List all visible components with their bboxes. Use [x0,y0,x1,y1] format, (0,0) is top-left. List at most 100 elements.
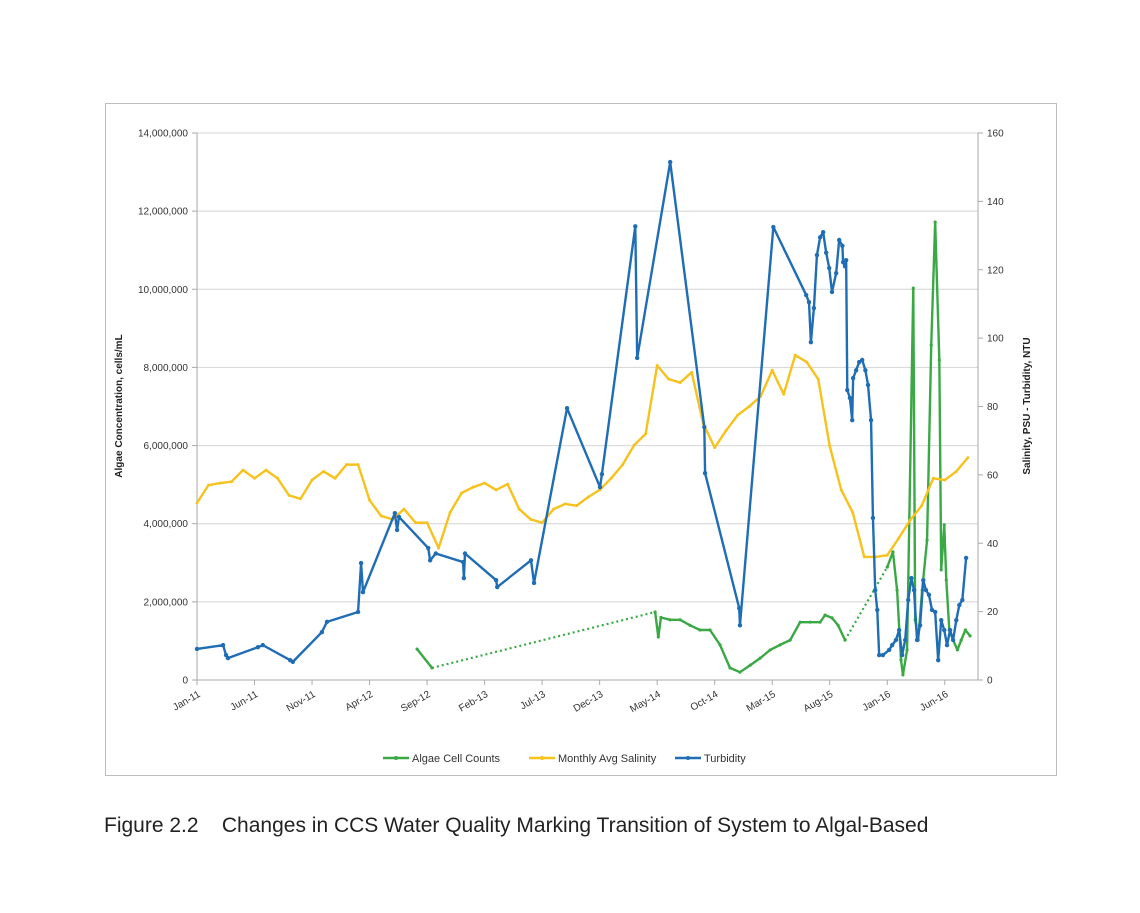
chart-frame [105,103,1057,776]
data-point [923,587,929,593]
legend-label: Algae Cell Counts [412,753,501,765]
data-point [690,370,694,374]
data-point [322,469,326,473]
legend-item: Monthly Avg Salinity [529,753,657,765]
data-point [901,673,905,677]
data-point [678,618,682,622]
data-point [634,355,640,361]
data-point [850,417,855,423]
data-point [355,609,361,615]
data-point [358,560,364,566]
data-point [908,518,912,522]
y-right-tick-label: 100 [987,334,1004,345]
data-point [960,597,965,603]
y-left-tick-label: 10,000,000 [138,285,188,296]
x-tick-label: May-14 [628,689,663,715]
data-point [737,606,742,611]
data-point [939,617,944,623]
data-point [897,536,901,540]
y-axis-right-label: Salinity, PSU - Turbidity, NTU [1022,337,1033,474]
y-right-tick-label: 60 [987,470,999,481]
data-point [552,507,556,511]
data-point [462,551,468,556]
data-point [506,482,510,486]
x-tick-label: Nov-11 [285,689,318,714]
data-point [427,558,433,563]
data-point [621,463,625,467]
data-point [430,666,434,670]
data-point [230,480,234,484]
data-point [836,237,842,243]
data-point [563,502,567,506]
legend: Algae Cell Counts Monthly Avg Salinity Tur… [383,753,746,765]
data-point [471,485,475,489]
data-point [713,446,717,450]
data-point [195,501,199,505]
data-point [276,476,280,480]
data-point [808,340,814,345]
data-point [828,444,832,448]
data-point [394,527,400,533]
data-point [460,559,466,565]
data-point [575,504,579,508]
x-tick-label: Jan-16 [861,689,893,714]
data-point [310,478,314,482]
data-point [653,610,657,614]
data-point [811,305,817,311]
data-point [905,648,909,652]
data-point [748,663,752,667]
data-point [220,642,226,648]
data-point [842,264,848,269]
data-point [345,463,349,467]
data-point [836,623,840,627]
data-point [906,597,911,603]
data-point [873,587,878,593]
data-point [528,558,534,563]
data-point [379,514,383,518]
data-point [942,627,947,633]
data-point [885,565,889,569]
data-point [260,642,266,648]
data-point [944,578,948,582]
data-point [702,424,707,430]
data-point [829,289,835,295]
data-point [805,360,809,364]
data-point [943,478,947,482]
data-point [909,575,914,581]
y-left-tick-label: 2,000,000 [144,597,189,608]
data-point [847,395,853,401]
algae-series-line [416,648,433,669]
data-point [925,538,929,542]
data-point [957,602,962,608]
data-point [902,637,908,643]
data-point [194,646,200,652]
data-point [517,507,521,511]
data-point [899,652,905,658]
data-point [935,657,941,663]
y-left-tick-label: 8,000,000 [144,363,189,374]
turbidity-series-line [196,160,968,664]
data-point [833,270,839,276]
figure-caption: Figure 2.2 Changes in CCS Water Quality … [104,814,929,837]
data-point [632,443,636,447]
data-point [950,637,956,643]
data-point [880,652,886,658]
data-point [678,381,682,385]
data-point [827,265,832,271]
x-tick-label: Jul-13 [519,689,548,712]
data-point [655,363,659,367]
data-point [287,493,291,497]
data-point [798,620,802,624]
x-tick-label: Sep-12 [399,689,433,715]
data-point [333,476,337,480]
data-point [968,634,972,638]
x-tick-label: Jun-11 [229,689,261,714]
data-point [736,413,740,417]
data-point [483,481,487,485]
data-point [225,655,231,661]
data-point [778,643,782,647]
y-axis-left-label: Algae Concentration, cells/mL [114,334,125,477]
data-point [851,510,855,514]
data-point [843,257,849,263]
